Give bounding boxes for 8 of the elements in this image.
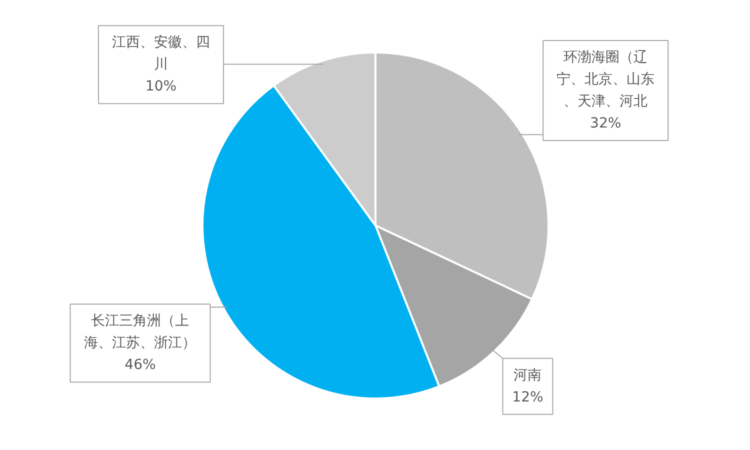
- data-label: 10%: [145, 78, 177, 95]
- data-label: 32%: [590, 116, 622, 132]
- slice-label: 江西、安徽、四川: [112, 34, 210, 73]
- data-label: 46%: [124, 357, 156, 374]
- data-label: 12%: [512, 389, 544, 406]
- slice-label: 长江三角洲（上海、江苏、浙江）: [84, 313, 196, 352]
- slice-label: 河南: [514, 367, 542, 384]
- slice-label: 环渤海圈（辽宁、北京、山东、天津、河北: [556, 50, 655, 110]
